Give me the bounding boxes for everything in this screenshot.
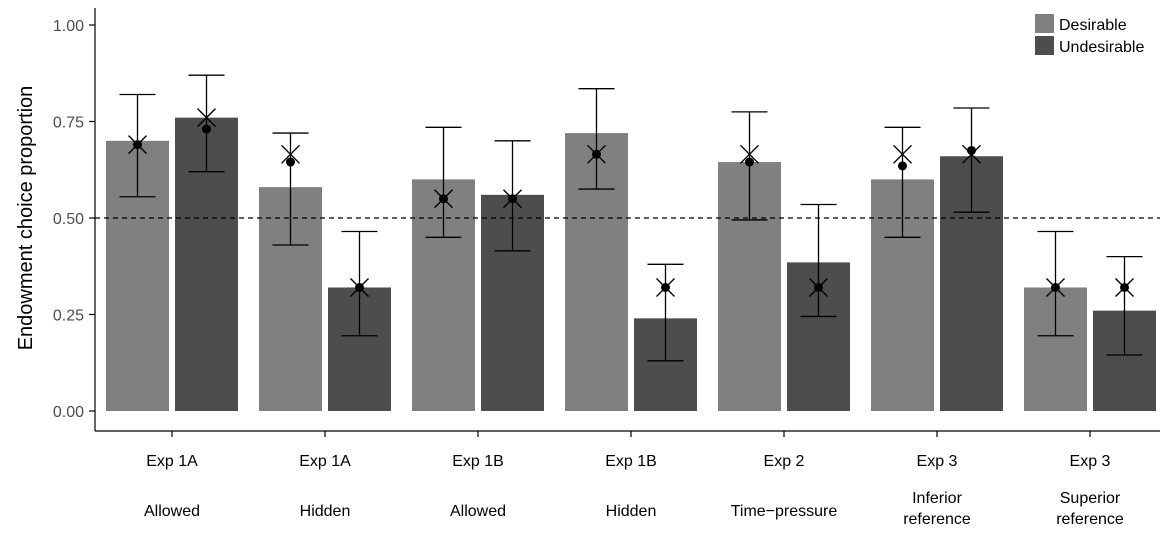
y-axis-title: Endowment choice proportion: [15, 86, 37, 351]
cross-marker: [197, 108, 216, 128]
x-label-condition: Superior: [1060, 490, 1121, 507]
error-bars-layer: [119, 74, 1143, 362]
x-label-experiment: Exp 3: [1070, 453, 1111, 470]
y-tick-label: 0.75: [53, 115, 84, 132]
y-tick-label: 1.00: [53, 18, 84, 35]
x-label-condition-line2: reference: [1056, 511, 1124, 528]
x-label-experiment: Exp 3: [917, 453, 958, 470]
dot-marker: [898, 161, 907, 171]
x-label-condition: Allowed: [450, 503, 506, 520]
bars-layer: [106, 117, 1156, 412]
legend-swatch-undesirable: [1035, 36, 1054, 55]
x-label-experiment: Exp 1B: [605, 453, 657, 470]
dot-marker: [967, 145, 976, 155]
y-tick-label: 0.00: [53, 404, 84, 421]
x-label-condition: Time−pressure: [731, 503, 838, 520]
axes-layer: [94, 8, 1160, 432]
legend-label-desirable: Desirable: [1059, 17, 1127, 34]
cross-marker: [893, 144, 912, 164]
dot-marker: [439, 194, 448, 204]
x-label-condition: Allowed: [144, 503, 200, 520]
dot-marker: [202, 124, 211, 134]
x-label-experiment: Exp 1A: [299, 453, 351, 470]
dot-marker: [592, 149, 601, 159]
y-tick-label: 0.25: [53, 308, 84, 325]
x-label-experiment: Exp 1A: [146, 453, 198, 470]
dot-marker: [508, 194, 517, 204]
y-tick-label: 0.50: [53, 211, 84, 228]
dot-marker: [745, 157, 754, 167]
dot-marker: [355, 282, 364, 292]
legend: Desirable Undesirable: [1035, 14, 1144, 56]
dot-marker: [133, 140, 142, 150]
x-label-experiment: Exp 1B: [452, 453, 504, 470]
markers-layer: [128, 108, 1134, 297]
x-ticks: Exp 1A Allowed Exp 1A Hidden Exp 1B Allowed Ex…: [144, 431, 1124, 528]
dot-marker: [1120, 282, 1129, 292]
x-label-condition: Hidden: [300, 503, 351, 520]
x-label-experiment: Exp 2: [764, 453, 805, 470]
cross-marker: [281, 144, 300, 164]
dot-marker: [661, 282, 670, 292]
x-label-condition: Hidden: [606, 503, 657, 520]
dot-marker: [286, 157, 295, 167]
x-label-condition: Inferior: [912, 490, 962, 507]
legend-swatch-desirable: [1035, 14, 1054, 33]
dot-marker: [1051, 282, 1060, 292]
y-ticks: 0.00 0.25 0.50 0.75 1.00: [53, 18, 95, 421]
x-label-condition-line2: reference: [903, 511, 971, 528]
legend-label-undesirable: Undesirable: [1059, 39, 1144, 56]
dot-marker: [814, 282, 823, 292]
cross-marker: [740, 144, 759, 164]
